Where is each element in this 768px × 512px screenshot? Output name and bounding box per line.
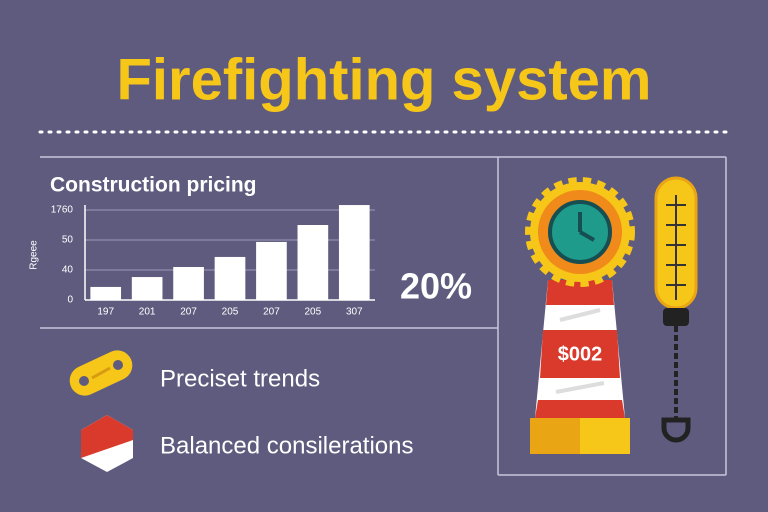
- y-tick-label: 0: [67, 295, 73, 306]
- x-tick-label: 197: [97, 307, 114, 318]
- chart-title: Construction pricing: [50, 174, 257, 197]
- bar: [214, 256, 246, 300]
- bar: [338, 205, 370, 300]
- item-text: Balanced consilerations: [160, 432, 414, 459]
- x-tick-label: 205: [222, 307, 239, 318]
- tower-tag: $002: [558, 343, 603, 365]
- y-tick-label: 1760: [51, 205, 74, 216]
- y-tick-label: 50: [62, 235, 74, 246]
- hexagon-icon: [81, 415, 133, 472]
- panel-frame: [40, 156, 727, 476]
- bar: [297, 225, 329, 300]
- x-tick-label: 307: [346, 307, 363, 318]
- bar: [256, 241, 287, 300]
- bar: [173, 267, 204, 300]
- title: Firefighting system: [117, 47, 652, 112]
- x-tick-label: 205: [305, 307, 322, 318]
- x-tick-label: 201: [139, 307, 156, 318]
- x-tick-label: 207: [180, 307, 197, 318]
- x-tick-label: 207: [263, 307, 280, 318]
- bar: [131, 277, 163, 300]
- y-tick-label: 40: [62, 265, 74, 276]
- chain-icon: [69, 350, 133, 396]
- tower-illustration: [525, 176, 698, 454]
- bar: [90, 286, 122, 300]
- item-text: Preciset trends: [160, 365, 320, 392]
- y-axis-label: Rgeee: [29, 240, 40, 270]
- stat: 20%: [400, 266, 472, 307]
